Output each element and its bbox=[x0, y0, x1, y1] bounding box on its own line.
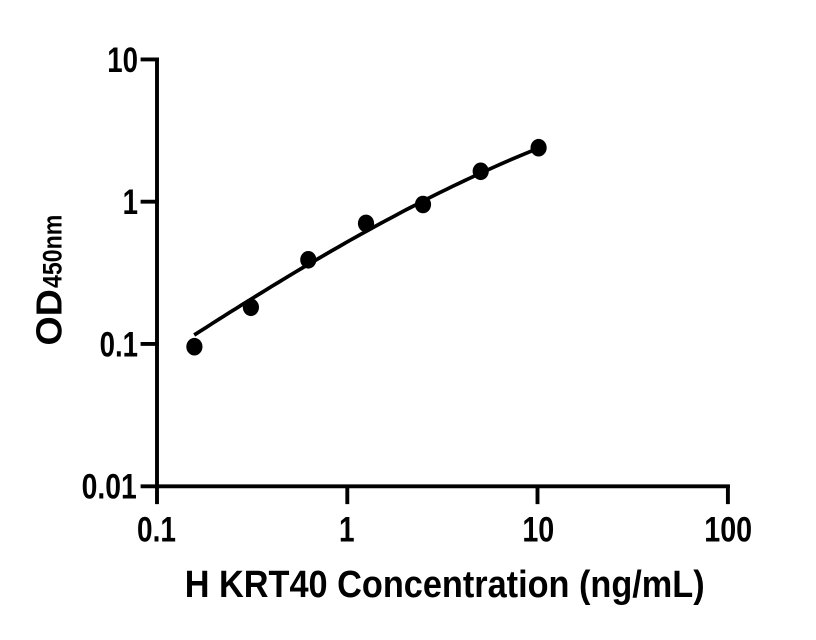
svg-text:450nm: 450nm bbox=[38, 215, 68, 288]
svg-text:1: 1 bbox=[123, 182, 138, 222]
svg-text:OD: OD bbox=[29, 289, 69, 345]
svg-text:100: 100 bbox=[704, 510, 752, 549]
svg-text:H KRT40 Concentration (ng/mL): H KRT40 Concentration (ng/mL) bbox=[185, 562, 705, 605]
svg-text:0.1: 0.1 bbox=[100, 324, 138, 364]
svg-text:10: 10 bbox=[107, 40, 138, 80]
svg-text:0.01: 0.01 bbox=[82, 467, 137, 507]
svg-text:0.1: 0.1 bbox=[137, 509, 176, 549]
svg-text:10: 10 bbox=[522, 510, 554, 549]
svg-text:1: 1 bbox=[339, 509, 355, 549]
